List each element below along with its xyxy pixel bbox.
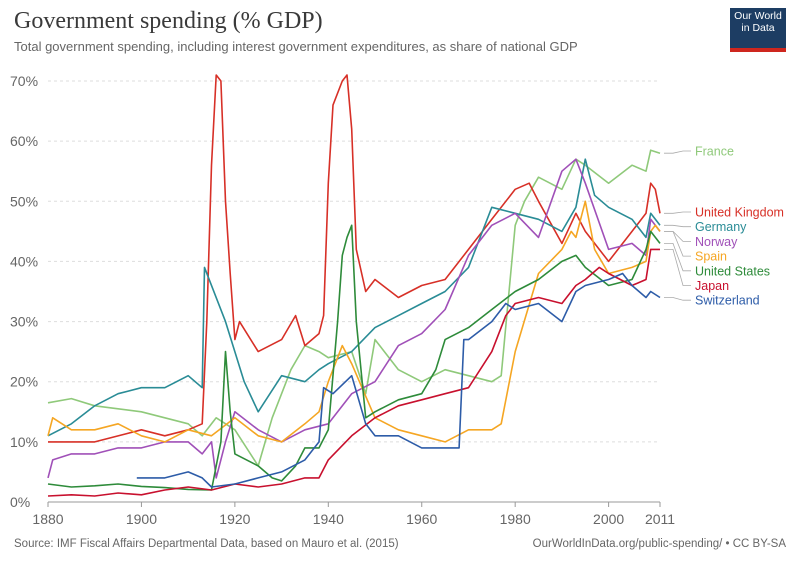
series-line-switzerland[interactable] xyxy=(136,272,661,488)
y-tick-label: 50% xyxy=(10,193,38,209)
x-tick-label: 1960 xyxy=(406,511,437,527)
x-tick-label: 2011 xyxy=(645,511,675,527)
legend-leader-line xyxy=(664,150,691,154)
y-tick-label: 70% xyxy=(10,73,38,89)
series-line-united-kingdom[interactable] xyxy=(48,74,661,443)
legend: France United KingdomGermanyNorwaySpainUn… xyxy=(664,145,784,308)
legend-label-spain[interactable]: Spain xyxy=(695,250,727,264)
legend-label-germany[interactable]: Germany xyxy=(695,220,747,234)
legend-leader-line xyxy=(664,243,691,272)
series-line-norway[interactable] xyxy=(47,158,661,479)
legend-label-switzerland[interactable]: Switzerland xyxy=(695,294,760,308)
chart-title: Government spending (% GDP) xyxy=(14,8,323,34)
y-tick-label: 60% xyxy=(10,133,38,149)
x-tick-label: 1920 xyxy=(219,511,250,527)
logo-line-1: Our World xyxy=(734,10,782,22)
grid-lines xyxy=(48,80,660,503)
series-lines xyxy=(47,74,661,497)
chart-subtitle: Total government spending, including int… xyxy=(14,39,578,54)
legend-label-united-kingdom[interactable]: United Kingdom xyxy=(695,206,784,220)
y-tick-label: 30% xyxy=(10,314,38,330)
logo-line-2: in Data xyxy=(741,22,775,34)
y-tick-label: 20% xyxy=(10,374,38,390)
source-note: Source: IMF Fiscal Affairs Departmental … xyxy=(14,538,399,550)
y-tick-label: 0% xyxy=(10,494,30,510)
x-tick-label: 1980 xyxy=(500,511,531,527)
x-tick-label: 1880 xyxy=(32,511,63,527)
y-tick-label: 10% xyxy=(10,434,38,450)
legend-label-france[interactable]: France xyxy=(695,145,734,159)
legend-leader-line xyxy=(664,231,691,257)
legend-leader-line xyxy=(664,231,691,242)
x-tick-label: 1900 xyxy=(126,511,157,527)
series-line-germany[interactable] xyxy=(47,158,661,437)
legend-leader-line xyxy=(664,211,691,214)
y-axis-ticks: 0% 10% 20% 30% 40% 50% 60% 70% xyxy=(10,73,38,510)
series-line-spain[interactable] xyxy=(47,200,661,443)
series-line-japan[interactable] xyxy=(47,248,660,497)
owid-logo[interactable]: Our World in Data xyxy=(730,8,786,52)
legend-leader-line xyxy=(664,224,691,228)
x-axis-ticks: 1880 1900 1920 1940 1960 1980 2000 2011 xyxy=(32,502,675,527)
legend-leader-line xyxy=(664,249,691,286)
legend-leader-line xyxy=(664,297,691,301)
legend-label-japan[interactable]: Japan xyxy=(695,279,729,293)
x-tick-label: 2000 xyxy=(593,511,624,527)
y-tick-label: 40% xyxy=(10,253,38,269)
legend-label-norway[interactable]: Norway xyxy=(695,235,738,249)
legend-label-united-states[interactable]: United States xyxy=(695,264,770,278)
x-tick-label: 1940 xyxy=(313,511,344,527)
footer-link[interactable]: OurWorldInData.org/public-spending/ • CC… xyxy=(532,538,786,550)
